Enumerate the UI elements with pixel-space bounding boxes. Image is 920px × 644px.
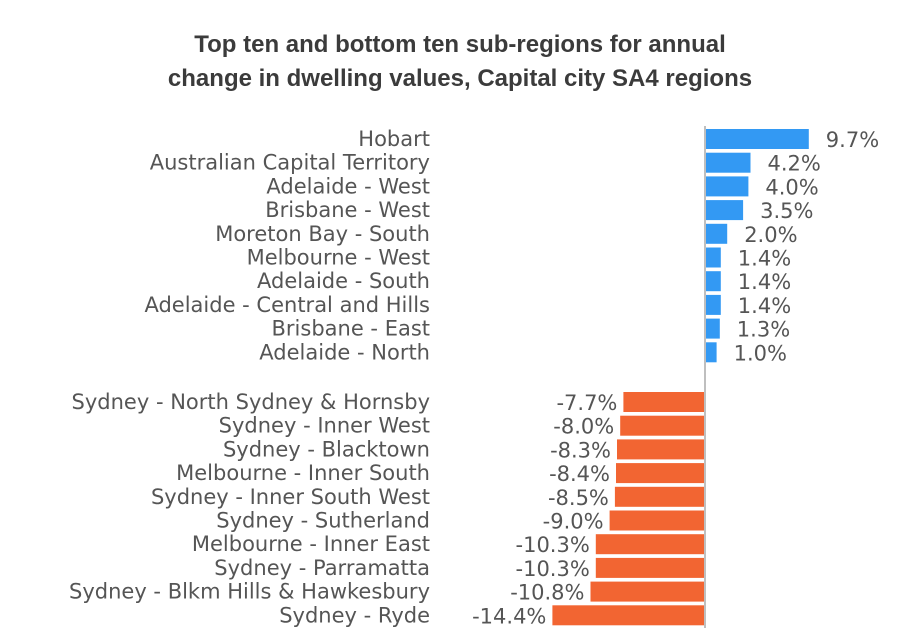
value-label-bottom-5: -9.0%	[543, 510, 604, 534]
bar-bottom-3	[616, 463, 705, 484]
value-label-top-3: 3.5%	[760, 199, 813, 223]
category-label-bottom-2: Sydney - Blacktown	[223, 437, 430, 461]
category-label-top-2: Adelaide - West	[266, 174, 430, 198]
value-label-bottom-7: -10.3%	[516, 557, 590, 581]
bar-top-3	[706, 200, 744, 221]
category-label-top-1: Australian Capital Territory	[150, 151, 430, 175]
value-label-bottom-1: -8.0%	[553, 415, 614, 439]
value-label-bottom-4: -8.5%	[548, 486, 609, 510]
bar-bottom-7	[595, 557, 705, 578]
chart-title-line-2: change in dwelling values, Capital city …	[167, 65, 753, 92]
value-label-top-4: 2.0%	[744, 223, 797, 247]
value-label-bottom-0: -7.7%	[556, 391, 617, 415]
category-label-top-5: Melbourne - West	[247, 246, 430, 270]
bar-top-8	[706, 318, 720, 339]
category-label-top-0: Hobart	[358, 127, 430, 151]
bar-bottom-2	[617, 439, 705, 460]
category-label-bottom-9: Sydney - Ryde	[279, 603, 430, 627]
bar-top-9	[706, 342, 717, 363]
bar-bottom-6	[595, 534, 705, 555]
value-label-top-5: 1.4%	[738, 247, 791, 271]
category-label-bottom-3: Melbourne - Inner South	[176, 461, 430, 485]
value-label-bottom-6: -10.3%	[516, 533, 590, 557]
value-label-top-2: 4.0%	[765, 175, 818, 199]
category-label-bottom-7: Sydney - Parramatta	[214, 556, 430, 580]
value-label-top-7: 1.4%	[738, 294, 791, 318]
value-label-top-1: 4.2%	[768, 152, 821, 176]
category-label-top-4: Moreton Bay - South	[215, 222, 430, 246]
bar-bottom-1	[620, 415, 705, 436]
category-label-bottom-8: Sydney - Blkm Hills & Hawkesbury	[69, 580, 430, 604]
category-label-bottom-5: Sydney - Sutherland	[216, 509, 430, 533]
bar-top-0	[706, 129, 809, 149]
category-label-top-8: Brisbane - East	[272, 317, 430, 341]
bar-top-1	[706, 152, 751, 173]
value-label-bottom-2: -8.3%	[550, 438, 611, 462]
bar-bottom-8	[590, 581, 705, 602]
value-label-bottom-3: -8.4%	[549, 462, 610, 486]
bar-top-5	[706, 247, 721, 268]
value-label-top-9: 1.0%	[734, 341, 787, 365]
bar-bottom-5	[609, 510, 705, 531]
category-label-top-3: Brisbane - West	[265, 198, 430, 222]
value-label-bottom-8: -10.8%	[510, 581, 584, 605]
bar-bottom-0	[623, 392, 705, 412]
category-label-bottom-4: Sydney - Inner South West	[151, 485, 430, 509]
chart-title-line-1: Top ten and bottom ten sub-regions for a…	[194, 31, 726, 58]
category-label-top-9: Adelaide - North	[259, 340, 430, 364]
bar-bottom-4	[614, 486, 705, 507]
bar-top-2	[706, 176, 749, 197]
category-label-bottom-0: Sydney - North Sydney & Hornsby	[72, 390, 430, 414]
bar-top-6	[706, 271, 721, 292]
category-label-top-7: Adelaide - Central and Hills	[144, 293, 430, 317]
value-label-top-0: 9.7%	[826, 128, 879, 152]
category-label-bottom-6: Melbourne - Inner East	[192, 532, 430, 556]
value-label-bottom-9: -14.4%	[472, 604, 546, 628]
category-label-bottom-1: Sydney - Inner West	[219, 414, 430, 438]
bar-bottom-9	[552, 605, 705, 626]
value-label-top-6: 1.4%	[738, 270, 791, 294]
bar-top-4	[706, 223, 728, 244]
bar-top-7	[706, 294, 721, 315]
chart-title: Top ten and bottom ten sub-regions for a…	[0, 28, 920, 96]
category-label-top-6: Adelaide - South	[257, 269, 430, 293]
value-label-top-8: 1.3%	[737, 318, 790, 342]
